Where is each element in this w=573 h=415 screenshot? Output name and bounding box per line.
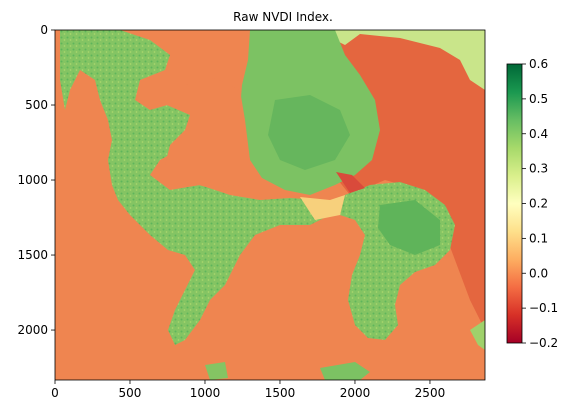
north-volcano-core [268, 95, 350, 170]
x-tick-label: 2000 [340, 386, 371, 400]
y-tick-label: 0 [40, 23, 48, 37]
chart-title: Raw NVDI Index. [233, 10, 333, 24]
colorbar-tick-label: 0.0 [529, 266, 548, 280]
x-tick-label: 1500 [265, 386, 296, 400]
x-tick-label: 1000 [190, 386, 221, 400]
landmass-northeast [330, 30, 485, 90]
coastal-fringe [300, 195, 345, 220]
colorbar-tick-label: −0.1 [529, 301, 558, 315]
colorbar-tick-label: 0.4 [529, 127, 548, 141]
x-axis: 0 500 1000 1500 2000 2500 [51, 380, 445, 400]
y-tick-label: 1000 [17, 173, 48, 187]
colorbar-tick-label: 0.1 [529, 231, 548, 245]
strait-dark-water [336, 172, 365, 193]
colorbar-gradient [506, 63, 523, 344]
island-southeast-corner [470, 320, 485, 350]
island-southwest-corner [205, 362, 228, 380]
landmass-west [60, 30, 330, 345]
colorbar [506, 63, 523, 344]
y-tick-label: 1500 [17, 248, 48, 262]
colorbar-axis: −0.2 −0.1 0.0 0.1 0.2 0.3 0.4 0.5 0.6 [522, 57, 558, 350]
southeast-volcano-core [378, 200, 440, 255]
y-tick-label: 2000 [17, 323, 48, 337]
inner-bay-water [155, 78, 250, 188]
x-tick-label: 2500 [415, 386, 446, 400]
colorbar-tick-label: −0.2 [529, 336, 558, 350]
colorbar-tick-label: 0.6 [529, 57, 548, 71]
plot-area [55, 30, 485, 380]
island-south [320, 362, 370, 380]
x-tick-label: 0 [51, 386, 59, 400]
y-axis: 0 500 1000 1500 2000 [17, 23, 55, 337]
colorbar-tick-label: 0.2 [529, 197, 548, 211]
colorbar-tick-label: 0.3 [529, 162, 548, 176]
y-tick-label: 500 [25, 98, 48, 112]
colorbar-tick-label: 0.5 [529, 92, 548, 106]
plot-frame [54, 29, 486, 381]
x-tick-label: 500 [119, 386, 142, 400]
